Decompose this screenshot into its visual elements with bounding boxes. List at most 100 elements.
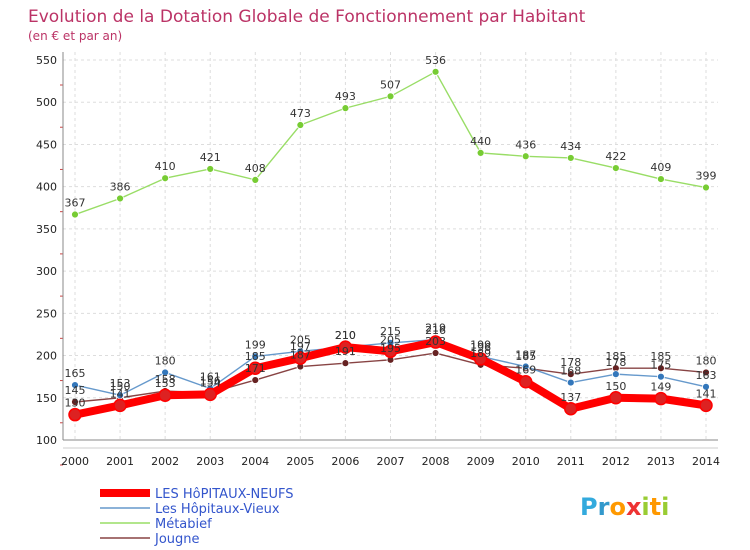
data-point bbox=[609, 391, 623, 405]
data-point bbox=[71, 210, 79, 219]
data-label: 197 bbox=[290, 340, 311, 353]
y-tick-label: 350 bbox=[36, 223, 57, 236]
data-point bbox=[248, 361, 263, 375]
data-label: 434 bbox=[560, 140, 581, 153]
data-label: 215 bbox=[380, 325, 401, 338]
data-point bbox=[657, 372, 665, 381]
proxiti-logo: Proxiti bbox=[580, 493, 669, 521]
data-point bbox=[473, 352, 488, 366]
legend-label: Métabief bbox=[155, 517, 212, 532]
x-tick-label: 2013 bbox=[647, 455, 675, 468]
data-label: 436 bbox=[515, 138, 536, 151]
data-label: 187 bbox=[515, 349, 536, 362]
data-label: 153 bbox=[110, 377, 131, 390]
logo-letter: t bbox=[650, 493, 661, 521]
data-label: 141 bbox=[696, 387, 717, 400]
legend-label: LES HôPITAUX-NEUFS bbox=[155, 487, 294, 502]
data-label: 156 bbox=[200, 375, 221, 388]
data-label: 199 bbox=[245, 338, 266, 351]
x-tick-label: 2010 bbox=[512, 455, 540, 468]
logo-letter: i bbox=[641, 493, 649, 521]
data-point bbox=[293, 351, 308, 365]
data-point bbox=[296, 121, 305, 129]
y-tick-label: 300 bbox=[36, 265, 57, 278]
data-label: 153 bbox=[155, 377, 176, 390]
data-point bbox=[161, 174, 170, 183]
data-label: 399 bbox=[696, 170, 717, 183]
x-tick-label: 2011 bbox=[557, 455, 585, 468]
y-tick-label: 200 bbox=[36, 350, 57, 363]
data-label: 145 bbox=[65, 384, 86, 397]
data-label: 473 bbox=[290, 107, 311, 120]
data-point bbox=[654, 391, 668, 406]
data-label: 158 bbox=[155, 373, 176, 386]
data-label: 161 bbox=[200, 370, 221, 383]
data-point bbox=[116, 194, 124, 203]
data-point bbox=[341, 359, 350, 368]
y-tick-label: 550 bbox=[36, 54, 57, 67]
y-tick-label: 500 bbox=[36, 96, 57, 109]
data-point bbox=[206, 165, 215, 173]
data-label: 210 bbox=[335, 329, 356, 342]
y-tick-label: 250 bbox=[36, 307, 57, 320]
logo-letter: r bbox=[598, 493, 610, 521]
data-point bbox=[611, 164, 620, 172]
data-label: 189 bbox=[470, 347, 491, 360]
x-tick-label: 2000 bbox=[61, 455, 89, 468]
data-point bbox=[702, 382, 710, 391]
data-point bbox=[657, 175, 665, 183]
data-point bbox=[251, 176, 260, 184]
data-label: 150 bbox=[110, 380, 131, 393]
y-tick-label: 450 bbox=[36, 138, 57, 151]
data-label: 205 bbox=[380, 333, 401, 346]
y-tick-label: 100 bbox=[36, 434, 57, 447]
data-point bbox=[431, 349, 440, 357]
data-point bbox=[386, 92, 395, 101]
data-point bbox=[428, 335, 443, 349]
data-label: 187 bbox=[290, 349, 311, 362]
data-point bbox=[383, 344, 398, 359]
data-label: 169 bbox=[515, 364, 536, 377]
data-label: 178 bbox=[605, 356, 626, 369]
data-point bbox=[161, 368, 170, 377]
data-label: 219 bbox=[425, 322, 446, 335]
x-tick-label: 2003 bbox=[196, 455, 224, 468]
data-label: 199 bbox=[470, 338, 491, 351]
data-point bbox=[702, 183, 710, 192]
x-tick-label: 2009 bbox=[467, 455, 495, 468]
data-point bbox=[702, 368, 710, 377]
data-point bbox=[71, 398, 79, 406]
data-point bbox=[113, 398, 127, 413]
data-point bbox=[657, 364, 665, 373]
data-label: 185 bbox=[650, 350, 671, 363]
logo-letter: i bbox=[661, 493, 669, 521]
data-label: 536 bbox=[425, 54, 446, 67]
chart-subtitle: (en € et par an) bbox=[28, 29, 122, 43]
data-label: 178 bbox=[560, 356, 581, 369]
data-label: 171 bbox=[245, 362, 266, 375]
chart-title: Evolution de la Dotation Globale de Fonc… bbox=[28, 7, 586, 27]
data-point bbox=[338, 340, 353, 354]
data-label: 180 bbox=[696, 354, 717, 367]
x-tick-label: 2012 bbox=[602, 455, 630, 468]
x-tick-label: 2014 bbox=[692, 455, 720, 468]
data-point bbox=[341, 104, 350, 113]
data-label: 216 bbox=[425, 324, 446, 337]
data-label: 440 bbox=[470, 135, 491, 148]
data-point bbox=[518, 374, 533, 389]
data-label: 196 bbox=[470, 341, 491, 354]
data-label: 210 bbox=[335, 329, 356, 342]
logo-letter: P bbox=[580, 493, 598, 521]
legend-label: Les Hôpitaux-Vieux bbox=[155, 502, 280, 517]
logo-letter: x bbox=[626, 493, 642, 521]
data-label: 507 bbox=[380, 78, 401, 91]
data-point bbox=[251, 376, 260, 384]
data-point bbox=[68, 407, 82, 422]
data-point bbox=[566, 154, 575, 162]
x-tick-label: 2006 bbox=[331, 455, 359, 468]
data-label: 150 bbox=[605, 380, 626, 393]
y-tick-label: 400 bbox=[36, 181, 57, 194]
data-label: 205 bbox=[290, 333, 311, 346]
